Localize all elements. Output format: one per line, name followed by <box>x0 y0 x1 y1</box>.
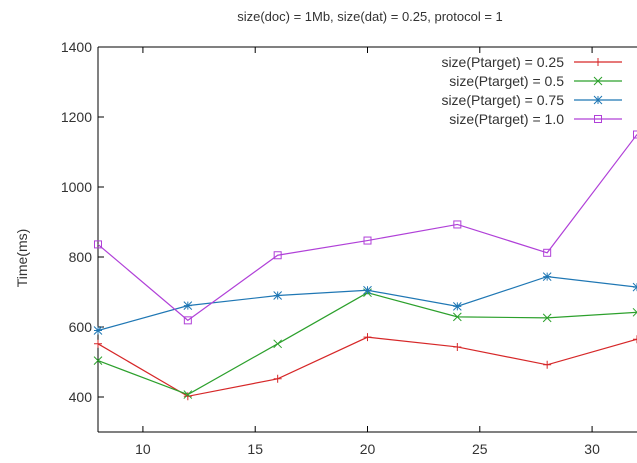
data-point <box>453 342 462 351</box>
x-tick-label: 30 <box>584 441 600 457</box>
series-3 <box>93 272 637 335</box>
y-tick-label: 600 <box>69 319 93 335</box>
data-point <box>453 220 462 229</box>
x-tick-label: 25 <box>472 441 488 457</box>
data-point <box>452 301 462 311</box>
legend-entry-2: size(Ptarget) = 0.5 <box>449 73 622 89</box>
y-axis-label: Time(ms) <box>14 229 30 288</box>
legend-label: size(Ptarget) = 0.25 <box>441 54 564 70</box>
data-point <box>363 236 372 245</box>
data-point <box>633 130 637 139</box>
legend: size(Ptarget) = 0.25 size(Ptarget) = 0.5 s… <box>441 54 622 127</box>
data-point <box>632 282 637 292</box>
data-point <box>183 316 192 325</box>
chart-title: size(doc) = 1Mb, size(dat) = 0.25, proto… <box>237 9 503 24</box>
legend-marker <box>594 115 602 123</box>
legend-marker <box>593 76 603 86</box>
legend-entry-3: size(Ptarget) = 0.75 <box>441 92 622 108</box>
data-point <box>543 248 552 257</box>
data-point <box>183 390 193 399</box>
legend-marker <box>593 95 603 105</box>
series-line <box>97 134 637 322</box>
series-line <box>97 336 637 397</box>
series-4 <box>94 130 637 325</box>
legend-label: size(Ptarget) = 0.5 <box>449 73 564 89</box>
data-point <box>363 333 372 342</box>
data-point <box>273 251 282 260</box>
data-point <box>273 374 282 383</box>
data-point <box>542 313 552 323</box>
legend-label: size(Ptarget) = 1.0 <box>449 111 564 127</box>
x-tick-label: 20 <box>360 441 376 457</box>
y-tick-label: 1000 <box>61 179 92 195</box>
data-point <box>183 392 192 401</box>
data-point <box>94 339 102 348</box>
y-tick-label: 1400 <box>61 39 92 55</box>
data-point <box>273 291 283 300</box>
data-point <box>93 356 103 365</box>
series-layer <box>93 130 637 401</box>
y-tick-label: 400 <box>69 389 93 405</box>
series-line <box>97 275 637 332</box>
y-tick-label: 800 <box>69 249 93 265</box>
data-point <box>543 360 552 369</box>
data-point <box>542 272 552 281</box>
data-point <box>632 307 637 317</box>
x-tick-label: 15 <box>247 441 263 457</box>
y-tick-label: 1200 <box>61 109 92 125</box>
legend-entry-4: size(Ptarget) = 1.0 <box>449 111 622 127</box>
data-point <box>363 285 372 295</box>
data-point <box>94 240 102 249</box>
series-2 <box>93 288 637 399</box>
legend-label: size(Ptarget) = 0.75 <box>441 92 564 108</box>
data-point <box>183 301 193 311</box>
series-1 <box>94 333 637 401</box>
plot-axes: 400 600 800 1000 1200 1400 10 15 20 25 30 <box>61 39 637 457</box>
data-point <box>452 312 462 322</box>
x-tick-label: 10 <box>135 441 151 457</box>
data-point <box>93 326 103 335</box>
legend-entry-1: size(Ptarget) = 0.25 <box>441 54 622 70</box>
data-point <box>633 335 637 344</box>
legend-marker <box>594 58 602 66</box>
data-point <box>273 339 283 349</box>
